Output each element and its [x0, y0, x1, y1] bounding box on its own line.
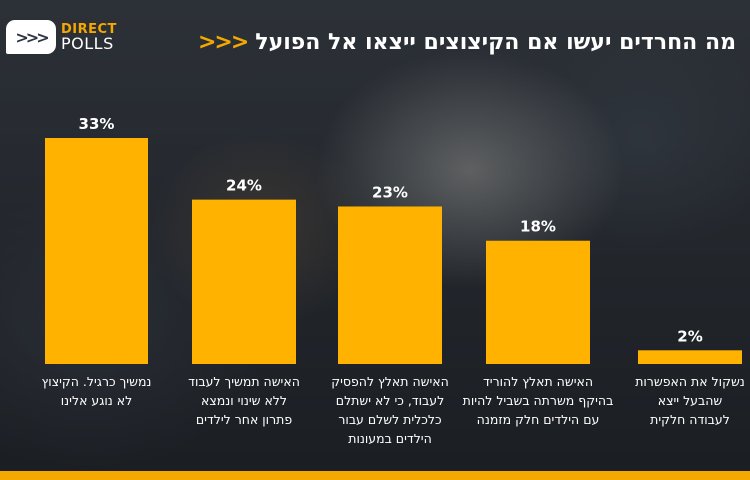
category-label-3-line-2: לעבוד, כי לא ישתלם	[336, 393, 444, 408]
value-label-5: 2%	[677, 327, 702, 345]
category-label-2-line-1: האישה תמשיך לעבוד	[188, 374, 300, 389]
logo-badge: >>>	[6, 20, 56, 54]
value-label-2: 24%	[226, 177, 262, 195]
category-label-2-line-2: ללא שינוי ונמצא	[201, 393, 287, 408]
logo-direct: DIRECT	[61, 21, 117, 37]
bar-3	[338, 206, 442, 364]
category-label-5-line-1: נשקול את האפשרות	[635, 374, 745, 389]
category-label-4-line-2: בהיקף משרתה בשביל להיות	[463, 393, 614, 408]
bar-4	[486, 240, 590, 364]
category-label-5-line-2: שהבעל ייצא	[658, 393, 723, 408]
category-label-1-line-2: לא נוגע אלינו	[61, 393, 132, 408]
category-label-4-line-1: האישה תאלץ להוריד	[483, 374, 593, 389]
value-label-3: 23%	[372, 183, 408, 201]
category-label-5-line-3: לעבודה חלקית	[650, 412, 730, 427]
chart-title-text: מה החרדים יעשו אם הקיצוצים ייצאו אל הפוע…	[255, 30, 736, 55]
category-label-4-line-3: עם הילדים חלק מזמנה	[477, 412, 600, 427]
bar-5	[638, 350, 742, 364]
category-label-3-line-3: כלכלית לשלם עבור	[338, 412, 441, 427]
title-arrows-icon: <<<	[197, 30, 249, 55]
bar-2	[192, 199, 296, 364]
category-label-1-line-1: נמשיך כרגיל. הקיצוץ	[42, 374, 152, 389]
logo-polls: POLLS	[61, 33, 114, 53]
category-label-2-line-3: פתרון אחר לילדים	[196, 412, 293, 427]
category-label-3-line-1: האישה תאלץ להפסיק	[331, 374, 449, 389]
chart-title: מה החרדים יעשו אם הקיצוצים ייצאו אל הפוע…	[198, 30, 736, 55]
value-label-1: 33%	[79, 115, 115, 133]
bar-1	[45, 138, 148, 364]
direct-polls-logo: >>> DIRECT POLLS	[6, 20, 117, 54]
bottom-accent-bar	[0, 471, 750, 480]
logo-text: DIRECT POLLS	[61, 23, 117, 52]
chevron-triple-icon: >>>	[15, 27, 49, 47]
value-label-4: 18%	[520, 218, 556, 236]
category-label-3-line-4: הילדים במעונות	[348, 431, 432, 446]
